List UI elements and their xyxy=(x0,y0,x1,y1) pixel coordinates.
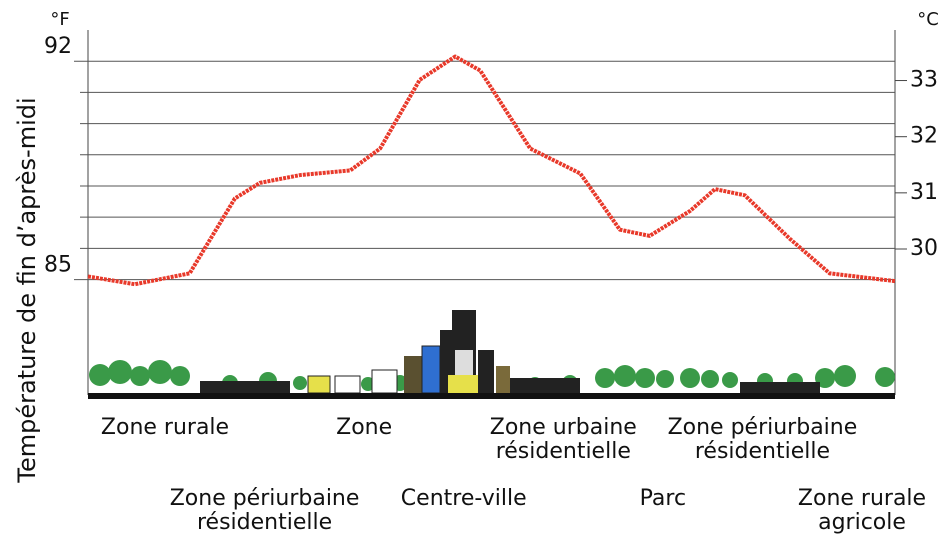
x-category-label: Zone rurale xyxy=(101,415,229,440)
temperature-line xyxy=(87,54,896,287)
x-category-label: Zone urbaine résidentielle xyxy=(490,415,637,464)
x-category-label: Zone rurale agricole xyxy=(798,486,926,535)
y2-tick-label: 33 xyxy=(910,68,938,93)
x-category-label: Zone xyxy=(336,415,392,440)
y-axis-label: Température de fin d’après-midi xyxy=(13,97,41,483)
y-unit: °F xyxy=(50,9,69,30)
x-category-label: Parc xyxy=(640,486,686,511)
y2-tick-label: 32 xyxy=(910,124,938,149)
skyline xyxy=(88,310,895,399)
x-category-label: Zone périurbaine résidentielle xyxy=(668,415,858,464)
x-category-label: Zone périurbaine résidentielle xyxy=(170,486,360,535)
y2-tick-label: 31 xyxy=(910,180,938,205)
y-tick-label: 85 xyxy=(44,253,72,278)
y2-tick-label: 30 xyxy=(910,236,938,261)
y-tick-label: 92 xyxy=(44,34,72,59)
x-category-label: Centre-ville xyxy=(401,486,527,511)
y2-unit: °C xyxy=(917,9,939,30)
